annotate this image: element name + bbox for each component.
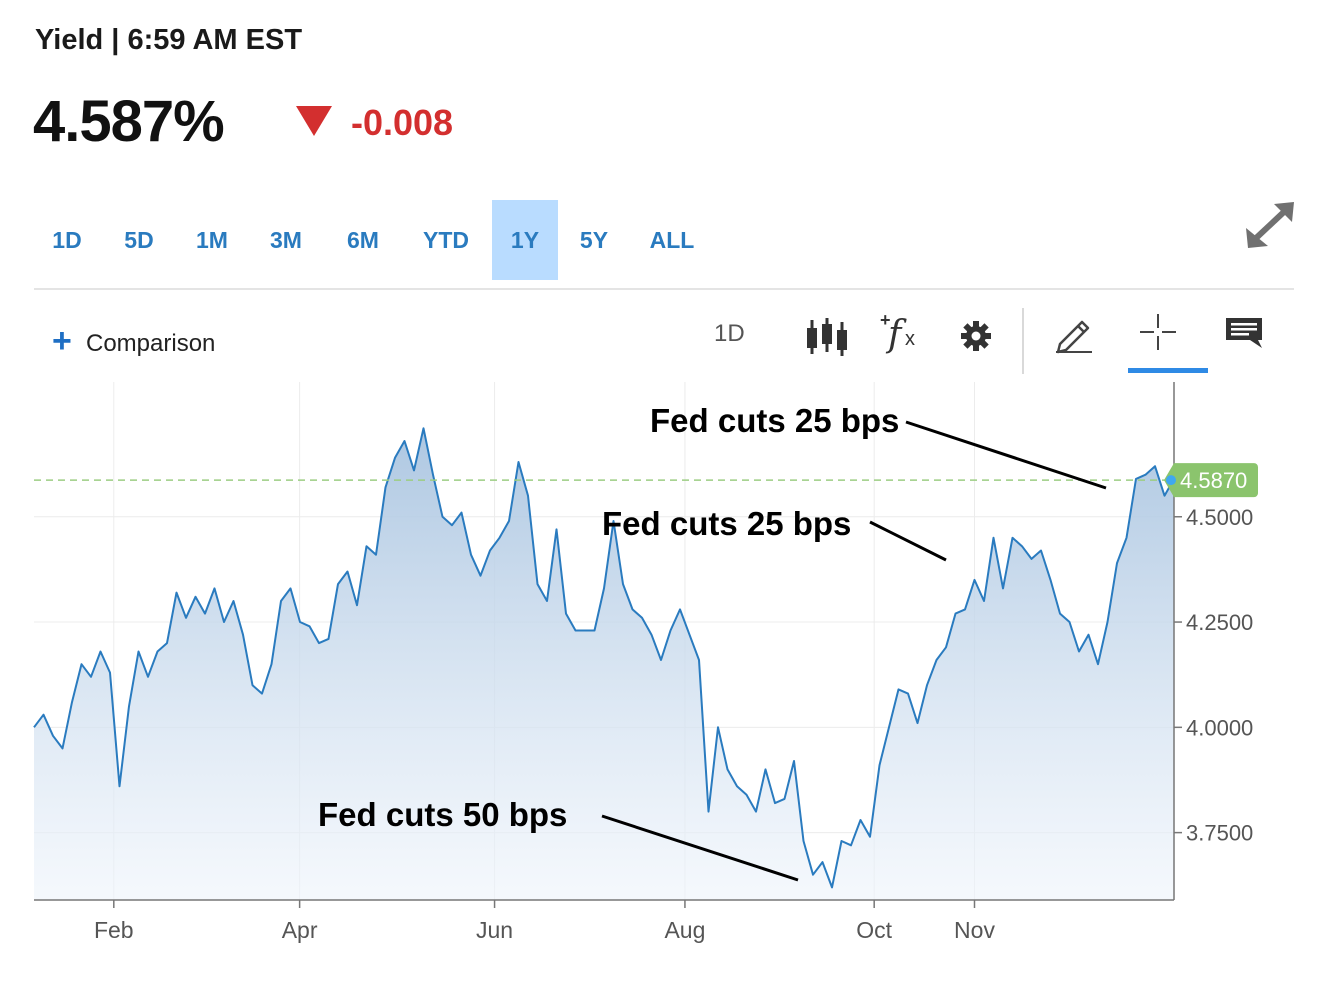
y-tick-label: 4.5000 — [1186, 505, 1253, 530]
x-tick-label: Feb — [94, 917, 134, 943]
tab-ytd[interactable]: YTD — [423, 227, 469, 253]
tab-5y[interactable]: 5Y — [579, 227, 609, 253]
x-tick-label: Aug — [664, 917, 705, 943]
page-title: Yield | 6:59 AM EST — [35, 24, 303, 56]
x-tick-label: Nov — [954, 917, 995, 943]
x-tick-label: Oct — [856, 917, 892, 943]
plus-icon: + — [52, 322, 72, 360]
annotation-arrow — [905, 420, 1107, 490]
down-arrow-icon — [296, 106, 332, 136]
candlestick-icon[interactable] — [806, 316, 848, 358]
tab-1m[interactable]: 1M — [196, 227, 228, 253]
y-tick-label: 3.7500 — [1186, 821, 1253, 846]
annotation-label: Fed cuts 25 bps — [602, 505, 851, 542]
active-tool-indicator — [1128, 368, 1208, 373]
series-area — [34, 428, 1174, 900]
y-tick-label: 4.0000 — [1186, 715, 1253, 740]
last-value-badge — [1164, 463, 1258, 498]
yield-change: -0.008 — [351, 102, 454, 143]
tab-1y[interactable]: 1Y — [492, 200, 558, 280]
tab-3m[interactable]: 3M — [270, 227, 302, 253]
series-line — [33, 427, 1175, 889]
function-icon[interactable]: + f x — [880, 310, 915, 355]
last-value-dot — [1166, 475, 1176, 486]
crosshair-icon[interactable] — [1140, 314, 1176, 350]
annotation-label: Fed cuts 50 bps — [318, 796, 567, 833]
toolbar-divider — [34, 288, 1294, 290]
tab-1d[interactable]: 1D — [52, 227, 82, 253]
expand-icon[interactable] — [1244, 200, 1296, 250]
last-value-label: 4.5870 — [1180, 468, 1247, 493]
annotation-arrow — [869, 520, 947, 562]
tab-6m[interactable]: 6M — [347, 227, 379, 253]
tab-all[interactable]: ALL — [649, 227, 695, 253]
x-tick-label: Jun — [476, 917, 513, 943]
tab-5d[interactable]: 5D — [124, 227, 154, 253]
pencil-icon[interactable] — [1054, 314, 1094, 354]
interval-button[interactable]: 1D — [714, 320, 745, 347]
x-tick-label: Apr — [282, 917, 318, 943]
comment-icon[interactable] — [1226, 318, 1264, 350]
annotation-label: Fed cuts 25 bps — [650, 402, 899, 439]
yield-price: 4.587% — [33, 89, 225, 154]
toolbar-separator — [1022, 308, 1024, 374]
comparison-label: Comparison — [86, 330, 216, 357]
gear-icon[interactable] — [960, 320, 992, 352]
annotation-arrow — [601, 814, 799, 882]
y-tick-label: 4.2500 — [1186, 610, 1253, 635]
